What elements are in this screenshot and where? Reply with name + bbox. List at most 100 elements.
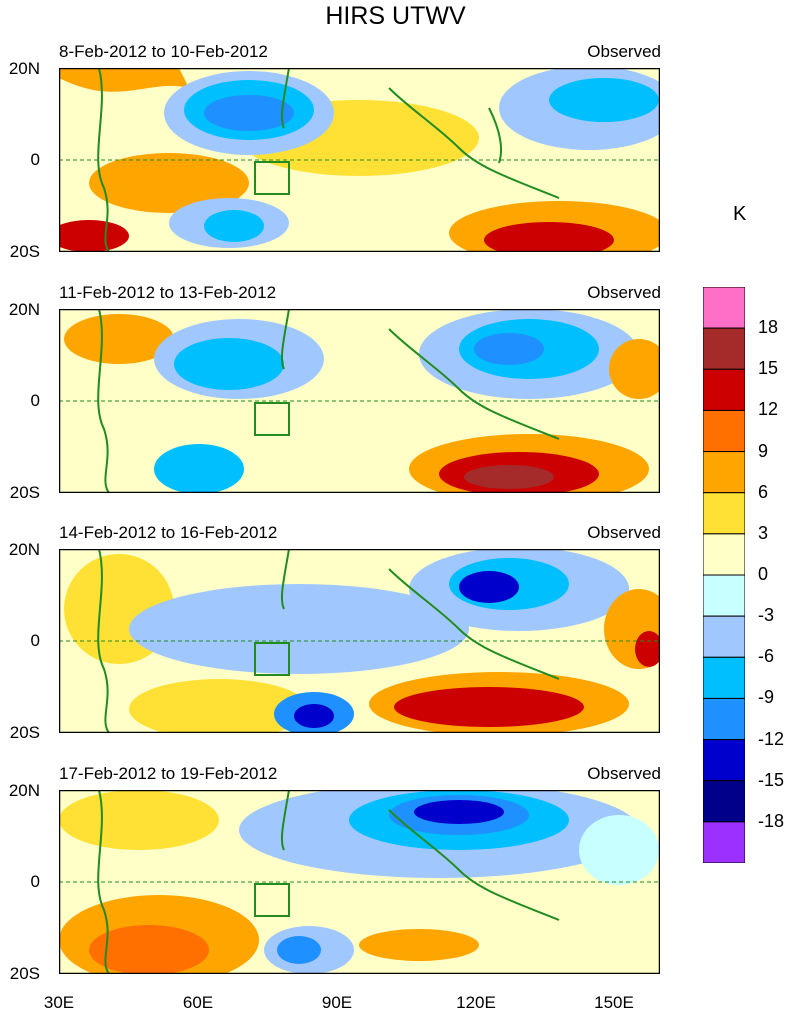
positive-anomaly xyxy=(59,220,129,252)
colorbar-swatch xyxy=(703,409,745,453)
lat-label-20n: 20N xyxy=(8,540,40,559)
panel-frame xyxy=(59,549,660,733)
panel-1-source: Observed xyxy=(587,42,661,61)
map-panel-1-svg xyxy=(59,68,660,252)
map-panel-3-svg xyxy=(59,549,660,733)
coastline xyxy=(280,68,290,129)
box-region xyxy=(254,883,290,917)
map-panel-2 xyxy=(59,309,660,493)
map-panel-4 xyxy=(59,790,660,974)
negative-anomaly xyxy=(294,704,334,728)
lat-label-20s: 20S xyxy=(9,483,40,502)
positive-anomaly xyxy=(464,465,554,489)
coastline xyxy=(388,328,560,440)
colorbar-swatch xyxy=(703,327,745,370)
colorbar-tick-label: 0 xyxy=(758,564,769,584)
colorbar-swatch xyxy=(703,368,745,411)
lat-label-0: 0 xyxy=(30,391,40,410)
colorbar-swatch xyxy=(703,821,745,863)
positive-anomaly xyxy=(89,153,249,213)
colorbar-tick-label: -15 xyxy=(758,769,785,790)
lat-label-20s: 20S xyxy=(9,242,40,261)
panel-frame xyxy=(59,790,660,974)
negative-anomaly xyxy=(154,444,244,493)
negative-anomaly xyxy=(474,333,544,365)
panel-4-source: Observed xyxy=(587,764,661,783)
coastline xyxy=(97,68,110,252)
colorbar-tick-label: -3 xyxy=(758,605,775,626)
positive-anomaly xyxy=(59,790,219,850)
coastline xyxy=(488,107,502,164)
colorbar-tick-label: -12 xyxy=(758,728,785,749)
figure-title: HIRS UTWV xyxy=(325,2,466,30)
colorbar-tick-label: -18 xyxy=(758,810,785,831)
colorbar-tick-label: -9 xyxy=(758,687,775,708)
positive-anomaly xyxy=(59,68,189,92)
positive-anomaly xyxy=(359,929,479,961)
negative-anomaly xyxy=(579,815,659,885)
coastline xyxy=(388,809,560,921)
colorbar-swatch xyxy=(703,697,745,741)
colorbar-swatch xyxy=(703,615,745,658)
lat-label-20n: 20N xyxy=(8,781,40,800)
colorbar-swatch xyxy=(703,574,745,617)
coastline xyxy=(97,549,110,733)
panel-frame xyxy=(59,68,660,252)
box-region xyxy=(254,642,290,676)
positive-anomaly xyxy=(394,687,584,727)
lat-label-0: 0 xyxy=(30,631,40,650)
colorbar-swatch xyxy=(703,451,745,494)
lon-label-30e: 30E xyxy=(43,993,75,1012)
colorbar-unit: K xyxy=(733,203,747,225)
coastline xyxy=(388,87,560,199)
lat-label-20s: 20S xyxy=(9,723,40,742)
positive-anomaly xyxy=(64,314,174,364)
colorbar xyxy=(703,287,745,863)
colorbar-tick-label: 6 xyxy=(758,481,769,502)
negative-anomaly xyxy=(414,800,504,824)
negative-anomaly xyxy=(204,95,294,131)
negative-anomaly xyxy=(129,584,469,674)
coastline xyxy=(388,568,560,680)
colorbar-tick-label: 15 xyxy=(758,358,779,379)
positive-anomaly xyxy=(635,631,660,667)
panel-3-date-range: 14-Feb-2012 to 16-Feb-2012 xyxy=(59,523,278,542)
colorbar-tick-label: 18 xyxy=(758,317,779,338)
map-panel-3 xyxy=(59,549,660,733)
lat-label-20s: 20S xyxy=(9,964,40,983)
map-panel-1 xyxy=(59,68,660,252)
panel-4-date-range: 17-Feb-2012 to 19-Feb-2012 xyxy=(59,764,278,783)
colorbar-swatch xyxy=(703,533,745,576)
coastline xyxy=(97,790,110,974)
positive-anomaly xyxy=(89,925,209,974)
lat-label-0: 0 xyxy=(30,872,40,891)
lon-label-120e: 120E xyxy=(456,993,496,1012)
panel-2-source: Observed xyxy=(587,283,661,302)
positive-anomaly xyxy=(484,222,614,252)
lon-label-60e: 60E xyxy=(182,993,214,1012)
colorbar-swatch xyxy=(703,287,745,329)
colorbar-swatch xyxy=(703,656,745,699)
panel-frame xyxy=(59,309,660,493)
lat-label-0: 0 xyxy=(30,150,40,169)
positive-anomaly xyxy=(129,679,309,733)
panel-1-date-range: 8-Feb-2012 to 10-Feb-2012 xyxy=(59,42,268,61)
lat-label-20n: 20N xyxy=(8,59,40,78)
map-panel-4-svg xyxy=(59,790,660,974)
map-panel-2-svg xyxy=(59,309,660,493)
lon-label-150e: 150E xyxy=(594,993,634,1012)
positive-anomaly xyxy=(609,339,660,399)
colorbar-tick-label: 12 xyxy=(758,399,779,420)
colorbar-swatch xyxy=(703,780,745,823)
coastline xyxy=(97,309,110,493)
negative-anomaly xyxy=(174,338,284,390)
coastline xyxy=(280,790,290,851)
coastline xyxy=(280,309,290,370)
negative-anomaly xyxy=(277,936,321,964)
panel-2-date-range: 11-Feb-2012 to 13-Feb-2012 xyxy=(59,283,277,302)
box-region xyxy=(254,161,290,195)
colorbar-tick-label: 3 xyxy=(758,522,769,543)
negative-anomaly xyxy=(204,210,264,242)
lat-label-20n: 20N xyxy=(8,300,40,319)
